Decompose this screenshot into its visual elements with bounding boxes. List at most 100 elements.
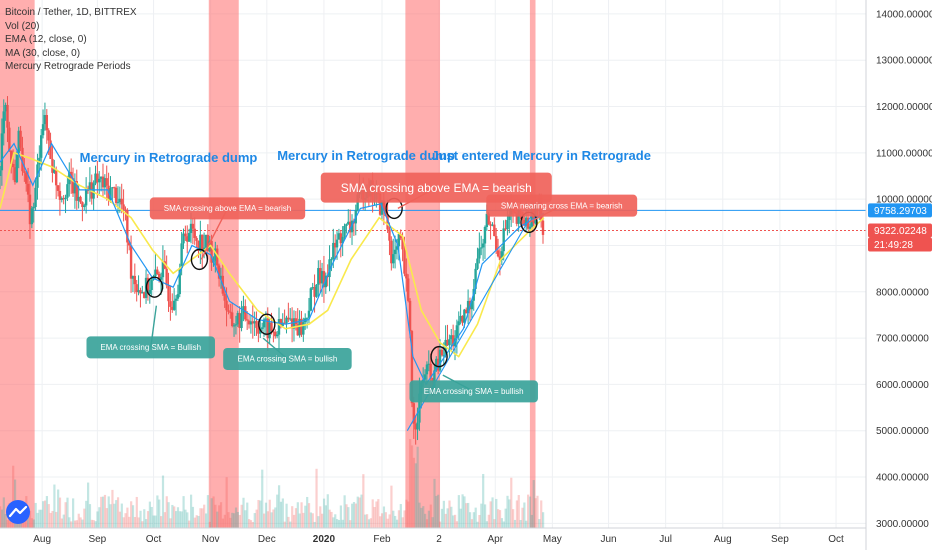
volume-bar: [388, 514, 391, 528]
volume-bar: [478, 515, 481, 528]
volume-bar: [424, 513, 427, 528]
price-marker-box: [868, 237, 932, 252]
volume-bar: [395, 519, 399, 528]
volume-bar: [197, 515, 200, 528]
candle-body: [19, 130, 22, 148]
retrograde-band: [529, 0, 536, 528]
volume-bar: [463, 496, 466, 528]
candle-body: [264, 318, 268, 320]
candle-body: [30, 208, 34, 225]
volume-bar: [42, 501, 45, 528]
volume-bar: [208, 521, 211, 528]
volume-bar: [100, 496, 103, 528]
volume-bar: [397, 510, 401, 528]
annotation-title: Just entered Mercury in Retrograde: [431, 148, 651, 163]
candle-body: [414, 423, 417, 430]
volume-bar: [87, 482, 90, 528]
candle-body: [508, 214, 511, 221]
volume-bar: [188, 520, 191, 528]
candle-body: [322, 271, 326, 288]
volume-bar: [497, 509, 500, 528]
volume-bar: [420, 507, 423, 528]
volume-bar: [418, 502, 421, 528]
legend-retrograde[interactable]: Mercury Retrograde Periods: [5, 61, 131, 72]
volume-bar: [221, 518, 225, 528]
volume-bar: [62, 514, 65, 528]
volume-bar: [201, 508, 204, 528]
volume-bar: [145, 519, 148, 528]
volume-bar: [390, 485, 393, 528]
volume-bar: [118, 511, 122, 528]
candle-body: [406, 278, 410, 301]
volume-bar: [38, 509, 41, 528]
volume-bar: [382, 506, 386, 528]
candle-body: [335, 239, 339, 248]
candle-body: [485, 213, 489, 227]
volume-bar: [244, 510, 247, 528]
volume-bar: [379, 516, 382, 528]
volume-bar: [6, 519, 9, 528]
volume-bar: [527, 494, 530, 528]
candle-body: [302, 322, 305, 335]
candle-body: [260, 327, 264, 329]
candle-body: [498, 256, 502, 260]
volume-bar: [88, 504, 92, 528]
price-axis: 3000.00000 4000.00000 5000.00000 6000.00000…: [865, 0, 932, 550]
legend-ma[interactable]: MA (30, close, 0): [5, 47, 81, 59]
volume-bar: [109, 504, 112, 528]
volume-bar: [94, 521, 97, 528]
volume-bar: [146, 511, 150, 528]
price-tick-label: 4000.00000: [876, 473, 929, 484]
volume-bar: [446, 508, 449, 528]
volume-bar: [158, 499, 161, 528]
candle-body: [129, 245, 133, 279]
candle-body: [137, 290, 140, 293]
volume-bar: [214, 504, 217, 528]
candle-body: [348, 221, 352, 233]
volume-bar: [313, 521, 316, 528]
candle-body: [101, 176, 105, 188]
candle-body: [491, 224, 494, 226]
volume-bar: [57, 489, 60, 528]
legend-volume[interactable]: Vol (20): [5, 20, 40, 32]
volume-bar: [212, 496, 215, 528]
volume-bar: [90, 519, 93, 528]
volume-bar: [532, 480, 535, 528]
candle-body: [32, 206, 35, 209]
volume-bar: [287, 516, 290, 528]
candle-body: [49, 140, 52, 159]
legend-ema[interactable]: EMA (12, close, 0): [5, 34, 87, 45]
candle-body: [116, 202, 120, 204]
candle-body: [111, 187, 114, 189]
volume-bar: [439, 521, 442, 528]
candle-body: [493, 224, 496, 237]
legend-symbol[interactable]: Bitcoin / Tether, 1D, BITTREX: [5, 7, 137, 18]
candle-body: [219, 275, 223, 279]
volume-bar: [440, 508, 444, 528]
tradingview-logo-icon[interactable]: [6, 500, 30, 524]
volume-bar: [367, 519, 371, 528]
candle-body: [154, 269, 157, 277]
candle-body: [311, 287, 314, 289]
candle-body: [459, 315, 462, 322]
candle-body: [257, 327, 260, 334]
candle-body: [541, 220, 545, 235]
annotation-box: [149, 197, 306, 220]
candle-body: [448, 339, 451, 346]
candle-body: [386, 216, 389, 230]
candle-body: [156, 269, 159, 274]
candle-body: [83, 205, 86, 207]
candle-body: [127, 242, 131, 246]
candle-body: [478, 248, 481, 259]
volume-bar: [444, 513, 447, 528]
candle-body: [249, 321, 253, 325]
price-tick-label: 12000.00000: [876, 102, 932, 113]
candle-body: [418, 393, 421, 423]
candle-body: [54, 169, 58, 186]
volume-bar: [148, 501, 151, 528]
volume-bar: [277, 485, 281, 528]
volume-bar: [410, 445, 414, 528]
volume-bar: [261, 469, 264, 528]
annotation-title: Mercury in Retrograde dump: [277, 148, 455, 163]
annotation-box: [86, 336, 215, 359]
